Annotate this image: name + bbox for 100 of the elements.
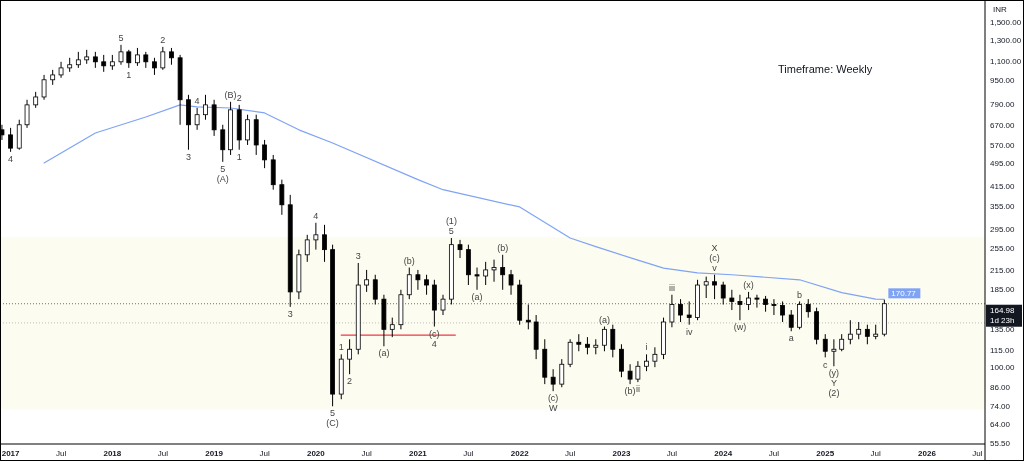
y-tick-label: 100.00 <box>990 363 1016 373</box>
candlestick <box>627 363 633 385</box>
y-tick-label: 55.50 <box>990 438 1011 448</box>
candlestick <box>474 267 480 291</box>
candlestick <box>203 94 208 121</box>
y-tick-label: 135.00 <box>990 325 1016 335</box>
annotation: 5 <box>330 408 336 419</box>
x-tick-label: Jul <box>157 448 169 458</box>
annotation: 5 <box>118 32 124 43</box>
candlestick <box>771 298 777 316</box>
annotation: (a) <box>378 348 390 359</box>
x-tick-label: Jul <box>565 448 576 458</box>
candlestick <box>525 303 531 330</box>
candlestick <box>41 74 47 101</box>
annotation: iii <box>668 282 675 293</box>
text: Timeframe: Weekly <box>778 62 873 75</box>
candlestick <box>440 294 446 316</box>
x-tick-label: 2019 <box>205 448 224 458</box>
candlestick <box>729 289 735 311</box>
y-tick-label: 86.00 <box>990 382 1011 392</box>
y-tick-label: 295.00 <box>990 225 1016 235</box>
candlestick <box>780 300 785 323</box>
annotation: (x) <box>743 280 754 291</box>
x-tick-label: Jul <box>972 448 983 458</box>
candlestick <box>737 294 743 321</box>
annotation: (a) <box>598 314 610 325</box>
y-tick-label: 570.00 <box>990 141 1016 151</box>
annotation: (A) <box>216 174 229 185</box>
candlestick <box>610 324 616 358</box>
ref-line-label: 164.98 1d 23h <box>990 306 1016 326</box>
annotation: 2 <box>236 93 242 104</box>
annotation: (b) <box>403 255 415 266</box>
candlestick <box>245 114 250 146</box>
annotation: (y) <box>828 368 840 379</box>
annotation: 3 <box>185 151 191 162</box>
annotation: (b) <box>497 242 509 253</box>
candlestick <box>220 124 226 163</box>
candlestick <box>508 269 514 296</box>
line-series <box>43 104 885 300</box>
candlestick <box>8 127 13 153</box>
annotation: 4 <box>8 153 14 164</box>
y-tick-label: 670.00 <box>990 120 1016 130</box>
annotation: 1 <box>236 151 242 162</box>
y-tick-label: 64.00 <box>990 420 1011 430</box>
y-tick-label: 215.00 <box>990 265 1016 275</box>
candlestick <box>550 368 556 392</box>
annotation: 2 <box>347 376 353 387</box>
x-tick-label: 2024 <box>714 448 733 458</box>
candlestick <box>118 44 124 66</box>
candlestick <box>602 326 607 352</box>
candlestick <box>160 46 166 71</box>
annotation: (b) <box>624 386 636 397</box>
y-tick-label: 950.00 <box>990 75 1016 85</box>
candlestick <box>304 234 310 263</box>
x-tick-label: Jul <box>463 448 474 458</box>
candlestick <box>347 338 353 375</box>
annotation: (c) <box>547 393 559 404</box>
candlestick <box>619 343 624 378</box>
candlestick <box>754 294 760 309</box>
x-tick-label: 2023 <box>612 448 631 458</box>
x-tick-label: Jul <box>361 448 372 458</box>
candlestick <box>797 300 802 330</box>
annotation: 1 <box>338 342 344 353</box>
annotation: 3 <box>287 309 293 319</box>
data-label: 170.77 <box>891 289 917 299</box>
annotation: 3 <box>355 251 361 262</box>
y-tick-label: 790.00 <box>990 99 1016 109</box>
candlestick <box>669 294 675 328</box>
candlestick <box>424 274 429 296</box>
y-tick-label: 1,100.00 <box>990 57 1022 67</box>
x-tick-label: 2026 <box>918 448 937 458</box>
candlestick <box>822 333 828 358</box>
candlestick <box>703 276 709 299</box>
annotation: (1) <box>445 216 457 227</box>
candlestick <box>389 317 395 338</box>
annotation: W <box>548 403 558 414</box>
annotation: (B) <box>224 89 237 100</box>
annotation: a <box>788 333 794 344</box>
y-tick-label: 1,500.00 <box>990 17 1022 27</box>
candlestick <box>406 267 412 300</box>
annotation: c <box>823 359 828 370</box>
x-tick-label: 2018 <box>103 448 122 458</box>
x-tick-label: Jul <box>666 448 678 458</box>
annotation: ii <box>635 384 640 395</box>
x-tick-label: Jul <box>259 448 270 458</box>
y-axis-title: INR <box>993 4 1007 14</box>
y-tick-label: 355.00 <box>990 201 1016 211</box>
annotation: 5 <box>448 226 454 237</box>
annotation: Y <box>830 378 837 389</box>
annotation: (w) <box>733 322 747 333</box>
y-tick-label: 415.00 <box>990 181 1016 191</box>
candlestick <box>567 338 573 368</box>
y-tick-label: 115.00 <box>990 345 1015 355</box>
y-tick-label: 495.00 <box>990 159 1016 169</box>
annotation: v <box>712 262 718 273</box>
candlestick <box>847 319 853 345</box>
annotation: 4 <box>313 210 319 221</box>
annotation: 4 <box>194 95 200 106</box>
x-tick-label: 2020 <box>306 448 326 458</box>
y-tick-label: 255.00 <box>990 243 1016 253</box>
